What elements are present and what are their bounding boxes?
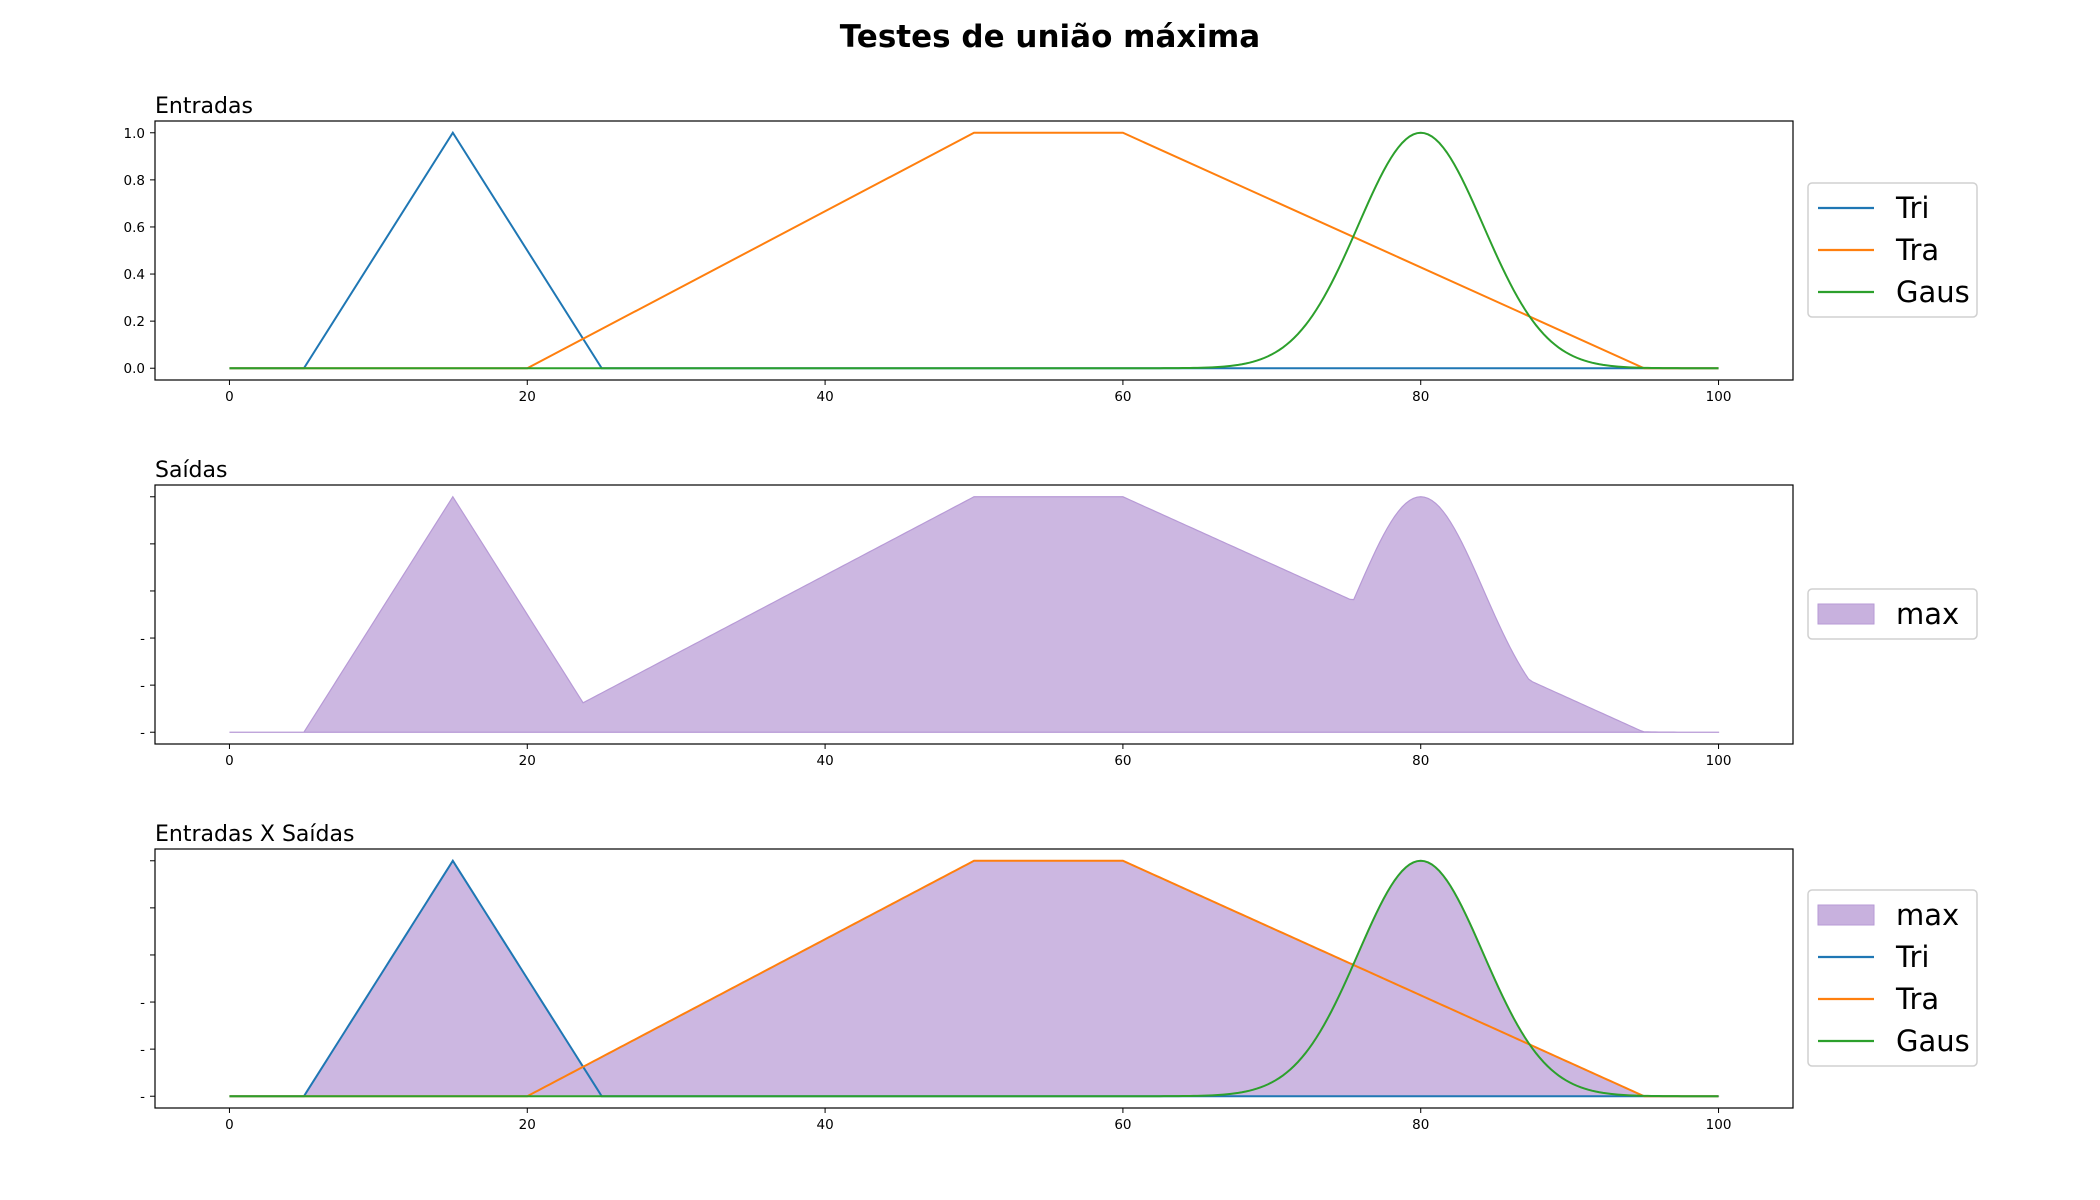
- axes-frame: [154, 120, 1794, 381]
- subplot-saidas: Saídas 0 20 40 60 80 100 - - - max: [140, 458, 1978, 769]
- x-tick-label: 40: [816, 1117, 833, 1133]
- y-tick-label: -: [140, 678, 145, 694]
- line-series-gaus: [229, 859, 1719, 1098]
- legend-label-tra: Tra: [1895, 982, 1939, 1016]
- y-tick-label: -: [140, 631, 145, 647]
- y-tick-label: -: [140, 725, 145, 741]
- x-tick-label: 60: [1114, 753, 1131, 769]
- area-series-max: [229, 495, 1720, 733]
- legend-swatch-max: [1817, 904, 1875, 926]
- x-tick-label: 100: [1706, 389, 1732, 405]
- subplot-entradas-x-saidas: Entradas X Saídas 0 20 40 60 80 100 - - - max Tri T…: [140, 822, 1978, 1133]
- x-tick-label: 0: [225, 753, 234, 769]
- y-tick-label: -: [140, 1042, 145, 1058]
- subplot-title-saidas: Saídas: [155, 458, 227, 483]
- x-tick-label: 0: [225, 389, 234, 405]
- legend-box: [1807, 182, 1978, 318]
- x-tick-label: 60: [1114, 1117, 1131, 1133]
- legend-swatch-max: [1817, 603, 1875, 625]
- legend-label-tri: Tri: [1895, 191, 1929, 225]
- legend-label-tri: Tri: [1895, 940, 1929, 974]
- x-tick-label: 40: [816, 753, 833, 769]
- y-tick-label: 0.4: [124, 267, 145, 283]
- subplot-entradas: Entradas 0 20 40 60 80 100 0.0 0.2 0.4 0.6 0.8 1.0 T…: [124, 94, 1978, 405]
- axes-frame: [154, 484, 1794, 745]
- line-series-gaus: [229, 131, 1719, 370]
- legend-label-gaus: Gaus: [1896, 1024, 1970, 1058]
- x-tick-label: 80: [1412, 753, 1429, 769]
- x-tick-label: 20: [519, 753, 536, 769]
- legend-label-max: max: [1896, 898, 1959, 932]
- legend: max Tri Tra Gaus: [1807, 889, 1978, 1067]
- x-tick-label: 100: [1706, 753, 1732, 769]
- legend-box: [1807, 588, 1978, 640]
- y-tick-label: 0.0: [124, 361, 145, 377]
- y-tick-label: 0.2: [124, 314, 145, 330]
- x-tick-label: 80: [1412, 1117, 1429, 1133]
- legend: Tri Tra Gaus: [1807, 182, 1978, 318]
- legend-label-gaus: Gaus: [1896, 275, 1970, 309]
- y-tick-label: 0.6: [124, 220, 145, 236]
- y-tick-label: 1.0: [124, 126, 145, 142]
- x-tick-label: 20: [519, 1117, 536, 1133]
- y-tick-label: 0.8: [124, 173, 145, 189]
- x-tick-label: 60: [1114, 389, 1131, 405]
- legend-label-max: max: [1896, 597, 1959, 631]
- x-tick-label: 80: [1412, 389, 1429, 405]
- x-tick-label: 100: [1706, 1117, 1732, 1133]
- subplot-title-entradas: Entradas: [155, 94, 253, 119]
- figure-title: Testes de união máxima: [840, 19, 1260, 55]
- x-tick-label: 0: [225, 1117, 234, 1133]
- y-tick-label: -: [140, 1089, 145, 1105]
- legend-label-tra: Tra: [1895, 233, 1939, 267]
- x-tick-label: 40: [816, 389, 833, 405]
- legend-box: [1807, 889, 1978, 1067]
- y-tick-label: -: [140, 995, 145, 1011]
- legend: max: [1807, 588, 1978, 640]
- axes-frame: [154, 848, 1794, 1109]
- x-tick-label: 20: [519, 389, 536, 405]
- subplot-title-entradas-x-saidas: Entradas X Saídas: [155, 822, 354, 847]
